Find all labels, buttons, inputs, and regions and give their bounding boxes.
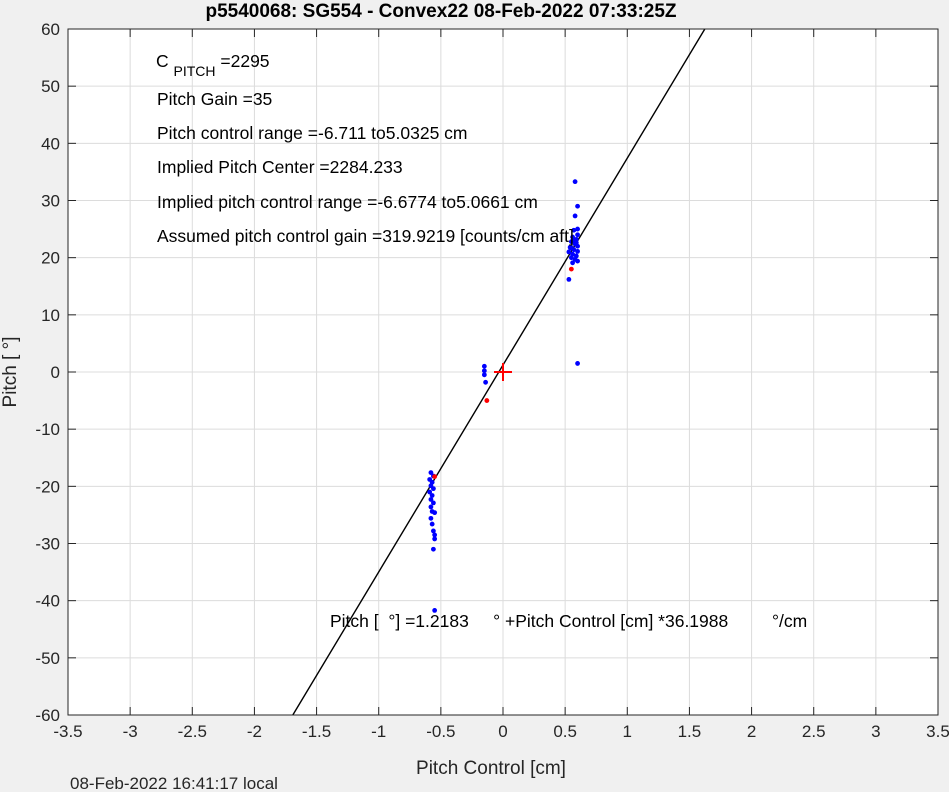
blue-data-point (566, 249, 572, 255)
blue-data-point (427, 489, 433, 495)
blue-data-point (575, 232, 580, 238)
x-axis-label: Pitch Control [cm] (416, 758, 566, 779)
blue-data-point (431, 546, 436, 552)
blue-data-point (483, 379, 488, 385)
blue-data-point (432, 607, 438, 613)
assumed-gain-annotation: Assumed pitch control gain =319.9219 [co… (157, 226, 574, 246)
implied-range-annotation: Implied pitch control range =-6.6774 to5… (157, 192, 538, 212)
red-data-point (568, 266, 574, 272)
blue-data-point (575, 203, 580, 209)
c-pitch-base: C (156, 51, 169, 71)
blue-data-point (575, 226, 580, 232)
red-data-point (484, 398, 490, 403)
y-tick-label: 0 (51, 363, 60, 382)
x-tick-label: 0 (498, 722, 507, 741)
x-tick-label: 3.5 (926, 722, 949, 741)
blue-data-point (481, 372, 487, 378)
x-tick-label: -1 (371, 722, 386, 741)
blue-data-point (429, 521, 435, 527)
x-tick-label: -0.5 (426, 722, 455, 741)
implied-center-annotation: Implied Pitch Center =2284.233 (157, 157, 403, 177)
x-tick-label: 2.5 (802, 722, 826, 741)
y-tick-label: 60 (41, 20, 60, 39)
y-tick-label: -30 (35, 535, 60, 554)
blue-data-point (568, 245, 574, 251)
pitch-control-range-annotation: Pitch control range =-6.711 to5.0325 cm (157, 123, 468, 143)
y-tick-label: -60 (35, 706, 60, 725)
x-tick-label: -3.5 (53, 722, 82, 741)
blue-data-point (575, 258, 580, 264)
y-tick-label: 10 (41, 306, 60, 325)
blue-data-point (432, 536, 438, 542)
chart-title: p5540068: SG554 - Convex22 08-Feb-2022 0… (205, 1, 676, 22)
y-axis-label: Pitch [ °] (0, 337, 21, 408)
blue-data-point (572, 179, 578, 185)
blue-data-point (431, 500, 436, 506)
fit-equation-annotation: Pitch [ °] =1.2183 ° +Pitch Control [cm]… (330, 611, 807, 631)
y-tick-label: 20 (41, 249, 60, 268)
blue-data-point (432, 532, 438, 538)
blue-data-point (428, 515, 434, 521)
blue-data-point (575, 361, 580, 366)
y-tick-label: 40 (41, 134, 60, 153)
blue-data-point (428, 504, 434, 510)
blue-data-point (566, 276, 572, 282)
x-tick-label: -2 (247, 722, 262, 741)
blue-data-point (431, 528, 436, 534)
x-tick-label: 0.5 (553, 722, 577, 741)
x-tick-label: -2.5 (178, 722, 207, 741)
x-axis-ticks: -3.5 -3 -2.5 -2 -1.5 -1 -0.5 0 0.5 1 1.5 2 2.5 3 3.5 (53, 29, 949, 741)
y-tick-label: 30 (41, 192, 60, 211)
c-pitch-subscript: PITCH (174, 63, 216, 79)
y-tick-label: -20 (35, 477, 60, 496)
y-tick-label: -50 (35, 649, 60, 668)
blue-data-point (481, 363, 487, 369)
y-axis-ticks: -60 -50 -40 -30 -20 -10 0 10 20 30 40 50 60 (35, 20, 938, 725)
y-tick-label: -40 (35, 592, 60, 611)
y-tick-label: -10 (35, 420, 60, 439)
blue-data-point (571, 227, 577, 233)
x-tick-label: -1.5 (302, 722, 331, 741)
data-points (427, 179, 580, 613)
x-tick-label: -3 (123, 722, 138, 741)
y-tick-label: 50 (41, 77, 60, 96)
blue-data-point (432, 510, 438, 516)
blue-data-point (575, 248, 580, 254)
blue-data-point (568, 255, 574, 261)
blue-data-point (431, 486, 436, 492)
x-tick-label: 1 (623, 722, 632, 741)
c-pitch-annotation: C PITCH =2295 (156, 51, 270, 80)
center-marker-layer (494, 363, 512, 381)
blue-data-point (428, 497, 434, 502)
blue-data-point (573, 240, 579, 246)
x-tick-label: 2 (747, 722, 756, 741)
blue-data-point (429, 493, 435, 498)
local-time-footer: 08-Feb-2022 16:41:17 local (70, 774, 278, 792)
pitch-gain-annotation: Pitch Gain =35 (157, 89, 272, 109)
blue-data-point (481, 368, 487, 374)
blue-data-point (428, 470, 434, 476)
blue-data-point (572, 213, 578, 219)
blue-data-point (570, 260, 575, 266)
c-pitch-value: =2295 (220, 51, 269, 71)
red-data-point (432, 474, 438, 480)
x-tick-label: 1.5 (678, 722, 702, 741)
x-tick-label: 3 (871, 722, 880, 741)
